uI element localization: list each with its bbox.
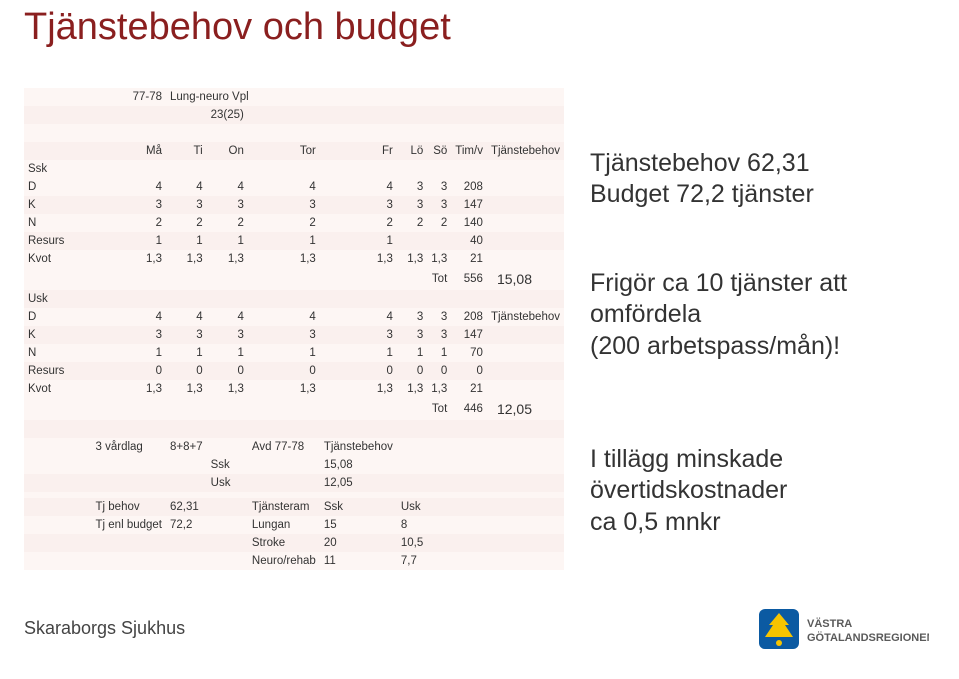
main-table: 77-78 Lung-neuro Vpl 23(25) Må Ti On Tor… [24, 88, 564, 570]
table-row [24, 420, 564, 438]
table-row: Tj enl budget72,2Lungan158 [24, 516, 564, 534]
vgr-logo: VÄSTRA GÖTALANDSREGIONEN [759, 597, 929, 659]
table-row: Kvot1,31,31,31,31,31,31,321 [24, 250, 564, 268]
table-row: Ssk15,08 [24, 456, 564, 474]
table-row: N111111170 [24, 344, 564, 362]
callout-frigor: Frigör ca 10 tjänster att omfördela(200 … [590, 268, 940, 362]
col-header-row: Må Ti On Tor Fr Lö Sö Tim/v Tjänstebehov [24, 142, 564, 160]
logo-text-1: VÄSTRA [807, 617, 852, 630]
table-row: Tj behov62,31TjänsteramSskUsk [24, 498, 564, 516]
table-row: Resurs00000000 [24, 362, 564, 380]
summary-header-row: 3 vårdlag 8+8+7 Avd 77-78 Tjänstebehov [24, 438, 564, 456]
data-tables: 77-78 Lung-neuro Vpl 23(25) Må Ti On Tor… [24, 88, 564, 570]
page-title: Tjänstebehov och budget [24, 6, 451, 49]
table-row: K3333333147 [24, 326, 564, 344]
table-row: Usk12,05 [24, 474, 564, 492]
tot-row: Tot 556 15,08 [24, 268, 564, 290]
table-row: Neuro/rehab117,7 [24, 552, 564, 570]
table-row: D4444433208 [24, 178, 564, 196]
table-row [24, 124, 564, 142]
footer-text: Skaraborgs Sjukhus [24, 618, 185, 639]
block-label-row: Usk [24, 290, 564, 308]
slide: Tjänstebehov och budget 77-78 Lung-neuro… [0, 0, 959, 679]
tot-row: Tot 446 12,05 [24, 398, 564, 420]
callout-overtid: I tillägg minskade övertidskostnaderca 0… [590, 444, 940, 538]
table-row: D4444433208Tjänstebehov [24, 308, 564, 326]
logo-text-2: GÖTALANDSREGIONEN [807, 631, 929, 644]
table-row: K3333333147 [24, 196, 564, 214]
table-row: N2222222140 [24, 214, 564, 232]
table-row: 23(25) [24, 106, 564, 124]
table-row: Stroke2010,5 [24, 534, 564, 552]
block-label-row: Ssk [24, 160, 564, 178]
callout-budget: Tjänstebehov 62,31Budget 72,2 tjänster [590, 148, 940, 211]
table-row: Resurs1111140 [24, 232, 564, 250]
table-row: Kvot1,31,31,31,31,31,31,321 [24, 380, 564, 398]
table-row: 77-78 Lung-neuro Vpl [24, 88, 564, 106]
